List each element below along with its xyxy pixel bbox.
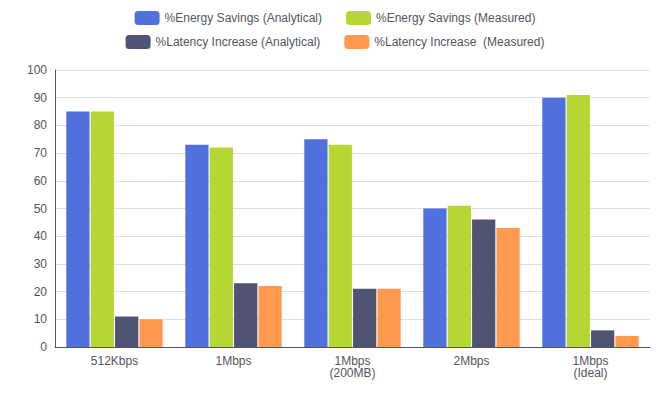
svg-text:100: 100 bbox=[27, 63, 47, 77]
svg-text:50: 50 bbox=[34, 202, 48, 216]
svg-text:60: 60 bbox=[34, 174, 48, 188]
svg-text:1Mbps: 1Mbps bbox=[215, 354, 251, 368]
svg-text:(200MB): (200MB) bbox=[329, 366, 375, 380]
svg-text:1Mbps: 1Mbps bbox=[572, 354, 609, 368]
svg-text:80: 80 bbox=[34, 118, 48, 132]
svg-text:(Ideal): (Ideal) bbox=[573, 366, 607, 380]
svg-text:%Latency Increase (Analytical): %Latency Increase (Analytical) bbox=[156, 35, 321, 49]
svg-text:%Energy Savings (Analytical): %Energy Savings (Analytical) bbox=[165, 11, 322, 25]
svg-text:40: 40 bbox=[34, 229, 48, 243]
svg-text:90: 90 bbox=[34, 91, 48, 105]
svg-text:%Energy Savings (Measured): %Energy Savings (Measured) bbox=[376, 11, 535, 25]
svg-text:30: 30 bbox=[34, 257, 48, 271]
svg-text:512Kbps: 512Kbps bbox=[91, 354, 138, 368]
svg-text:%Latency Increase (Measured): %Latency Increase (Measured) bbox=[374, 35, 544, 49]
svg-text:0: 0 bbox=[40, 340, 47, 354]
svg-text:10: 10 bbox=[34, 312, 48, 326]
svg-text:2Mbps: 2Mbps bbox=[453, 354, 489, 368]
svg-text:20: 20 bbox=[34, 285, 48, 299]
svg-text:70: 70 bbox=[34, 146, 48, 160]
svg-text:1Mbps: 1Mbps bbox=[334, 354, 371, 368]
